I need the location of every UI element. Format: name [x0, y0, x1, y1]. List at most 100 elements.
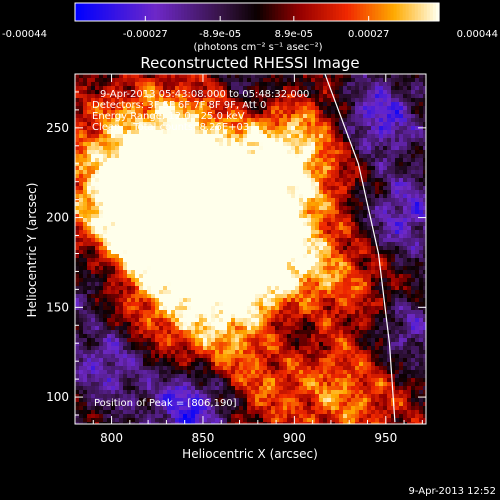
heatmap-cell [135, 238, 140, 243]
heatmap-cell [367, 198, 372, 203]
heatmap-cell [175, 230, 180, 235]
heatmap-cell [283, 226, 288, 231]
heatmap-cell [275, 150, 280, 155]
heatmap-cell [307, 158, 312, 163]
heatmap-cell [227, 138, 232, 143]
heatmap-cell [155, 78, 160, 83]
heatmap-cell [327, 210, 332, 215]
heatmap-cell [203, 202, 208, 207]
heatmap-cell [135, 134, 140, 139]
heatmap-cell [343, 282, 348, 287]
heatmap-cell [255, 118, 260, 123]
heatmap-cell [359, 218, 364, 223]
heatmap-cell [223, 166, 228, 171]
heatmap-cell [331, 150, 336, 155]
heatmap-cell [99, 90, 104, 95]
heatmap-cell [207, 110, 212, 115]
heatmap-cell [359, 282, 364, 287]
heatmap-cell [303, 262, 308, 267]
heatmap-cell [195, 98, 200, 103]
heatmap-cell [215, 134, 220, 139]
heatmap-cell [235, 74, 240, 79]
heatmap-cell [319, 126, 324, 131]
heatmap-cell [423, 234, 426, 239]
heatmap-cell [295, 178, 300, 183]
heatmap-cell [79, 282, 84, 287]
heatmap-cell [123, 102, 128, 107]
heatmap-cell [179, 82, 184, 87]
heatmap-cell [79, 266, 84, 271]
heatmap-cell [379, 254, 384, 259]
heatmap-cell [147, 170, 152, 175]
heatmap-cell [95, 198, 100, 203]
heatmap-cell [95, 238, 100, 243]
heatmap-cell [331, 262, 336, 267]
heatmap-cell [107, 146, 112, 151]
heatmap-cell [355, 126, 360, 131]
heatmap-cell [155, 114, 160, 119]
heatmap-cell [419, 154, 424, 159]
heatmap-cell [171, 126, 176, 131]
heatmap-cell [115, 122, 120, 127]
heatmap-cell [371, 234, 376, 239]
heatmap-cell [411, 118, 416, 123]
heatmap-cell [87, 190, 92, 195]
heatmap-cell [111, 122, 116, 127]
heatmap-cell [299, 202, 304, 207]
heatmap-cell [331, 74, 336, 79]
heatmap-cell [411, 162, 416, 167]
heatmap-cell [411, 290, 416, 295]
heatmap-cell [139, 266, 144, 271]
heatmap-cell [115, 282, 120, 287]
colorbar-segment [263, 3, 267, 21]
heatmap-cell [75, 102, 80, 107]
heatmap-cell [227, 194, 232, 199]
heatmap-cell [183, 98, 188, 103]
heatmap-cell [411, 94, 416, 99]
colorbar-segment [111, 3, 116, 21]
heatmap-cell [163, 290, 168, 295]
heatmap-cell [203, 178, 208, 183]
heatmap-cell [87, 290, 92, 295]
heatmap-cell [247, 126, 252, 131]
heatmap-cell [395, 266, 400, 271]
heatmap-cell [355, 98, 360, 103]
heatmap-cell [275, 114, 280, 119]
heatmap-cell [287, 238, 292, 243]
heatmap-cell [307, 90, 312, 95]
heatmap-cell [83, 94, 88, 99]
heatmap-cell [291, 174, 296, 179]
heatmap-cell [227, 218, 232, 223]
heatmap-cell [155, 110, 160, 115]
heatmap-cell [371, 250, 376, 255]
heatmap-cell [327, 238, 332, 243]
heatmap-cell [255, 278, 260, 283]
heatmap-cell [171, 166, 176, 171]
heatmap-cell [387, 198, 392, 203]
heatmap-cell [175, 134, 180, 139]
heatmap-cell [167, 194, 172, 199]
colorbar-segment [320, 3, 325, 21]
heatmap-cell [371, 110, 376, 115]
heatmap-cell [335, 198, 340, 203]
heatmap-cell [355, 254, 360, 259]
heatmap-cell [339, 210, 344, 215]
heatmap-cell [139, 170, 144, 175]
heatmap-cell [263, 118, 268, 123]
heatmap-cell [207, 214, 212, 219]
heatmap-cell [339, 238, 344, 243]
heatmap-cell [247, 206, 252, 211]
heatmap-cell [119, 122, 124, 127]
heatmap-cell [151, 74, 156, 79]
heatmap-cell [291, 262, 296, 267]
heatmap-cell [419, 142, 424, 147]
heatmap-cell [115, 78, 120, 83]
heatmap-cell [375, 206, 380, 211]
heatmap-cell [163, 270, 168, 275]
heatmap-cell [263, 290, 268, 295]
heatmap-cell [315, 166, 320, 171]
heatmap-cell [147, 286, 152, 291]
heatmap-cell [147, 90, 152, 95]
heatmap-cell [275, 82, 280, 87]
heatmap-cell [371, 210, 376, 215]
